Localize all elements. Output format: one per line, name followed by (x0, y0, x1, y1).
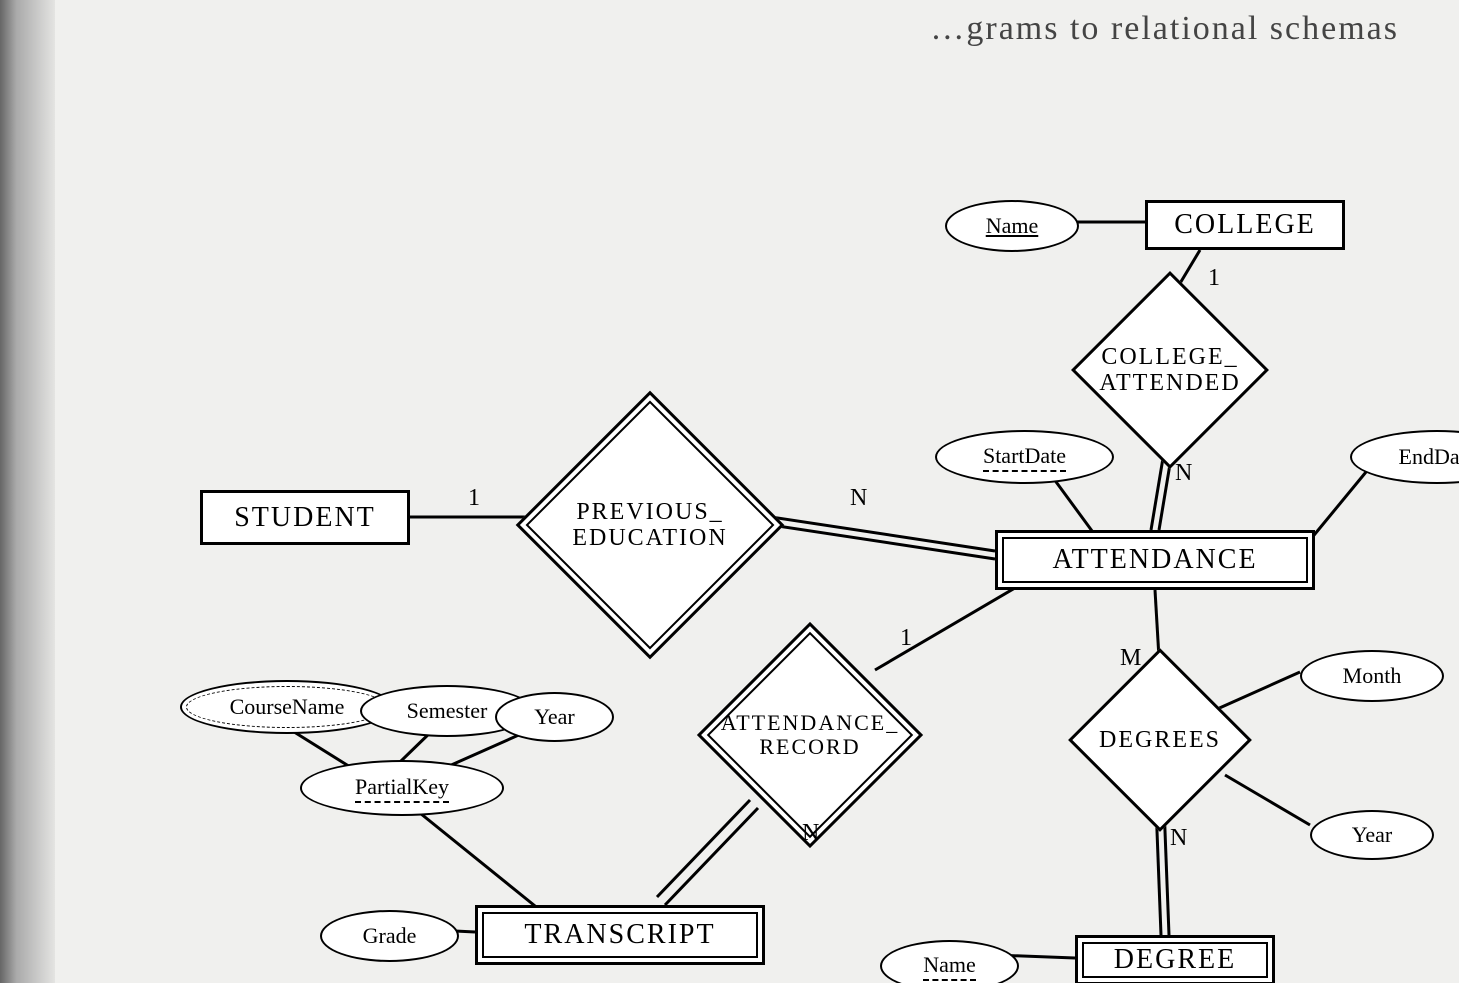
entity-degree: DEGREE (1075, 935, 1275, 983)
card-college-attended-bottom: N (1175, 460, 1192, 487)
entity-transcript: TRANSCRIPT (475, 905, 765, 965)
attr-end-date: EndDate (1350, 430, 1459, 484)
card-degrees-top: M (1120, 645, 1141, 672)
attr-label: Grade (363, 923, 417, 949)
attr-degree-year: Year (1310, 810, 1434, 860)
rel-degrees: DEGREES (1095, 675, 1225, 805)
card-prev-attendance: N (850, 485, 867, 512)
attr-label: StartDate (983, 443, 1066, 472)
attr-year: Year (495, 692, 614, 742)
entity-college: COLLEGE (1145, 200, 1345, 250)
page-left-shadow (0, 0, 55, 983)
card-degrees-bottom: N (1170, 825, 1187, 852)
attr-college-name: Name (945, 200, 1079, 252)
rel-label-line: DEGREES (1099, 727, 1221, 753)
card-attendance-record-top: 1 (900, 625, 912, 652)
attr-degree-name: Name (880, 940, 1019, 983)
page-root: …grams to relational schemas (0, 0, 1459, 983)
attr-degree-month: Month (1300, 650, 1444, 702)
entity-student: STUDENT (200, 490, 410, 545)
attr-label: Month (1343, 663, 1402, 689)
rel-college-attended: COLLEGE_ ATTENDED (1100, 300, 1240, 440)
attr-label: Name (923, 952, 976, 981)
page-header-partial: …grams to relational schemas (930, 10, 1399, 48)
attr-label: Semester (407, 698, 488, 724)
attr-label: Year (1352, 822, 1393, 848)
rel-previous-education: PREVIOUS_ EDUCATION (555, 430, 745, 620)
rel-label-line: ATTENDED (1099, 370, 1240, 396)
rel-attendance-record: ATTENDANCE_ RECORD (730, 655, 890, 815)
attr-label: EndDate (1399, 444, 1459, 470)
entity-attendance: ATTENDANCE (995, 530, 1315, 590)
attr-start-date: StartDate (935, 430, 1114, 484)
rel-label-line: RECORD (759, 734, 860, 759)
card-college-attended-top: 1 (1208, 265, 1220, 292)
rel-label-line: EDUCATION (572, 525, 727, 551)
attr-grade: Grade (320, 910, 459, 962)
attr-partial-key: PartialKey (300, 760, 504, 816)
card-student-prev: 1 (468, 485, 480, 512)
attr-label: Year (534, 704, 575, 730)
card-attendance-record-bottom: N (802, 820, 819, 847)
attr-label: Name (986, 213, 1039, 239)
rel-label-line: PREVIOUS_ (576, 499, 723, 525)
rel-label-line: ATTENDANCE_ (721, 710, 899, 735)
rel-label-line: COLLEGE_ (1101, 344, 1238, 370)
attr-label: CourseName (230, 694, 345, 720)
attr-label: PartialKey (355, 774, 449, 803)
